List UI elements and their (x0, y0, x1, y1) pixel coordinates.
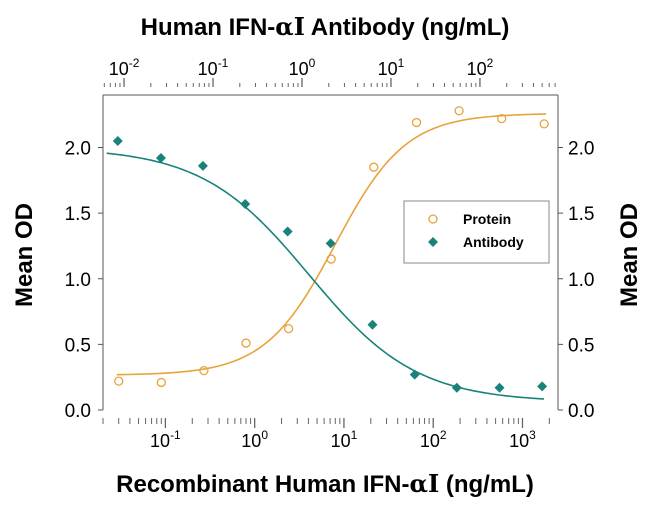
data-point-antibody (197, 160, 208, 171)
data-point-protein (454, 106, 464, 116)
y-tick-label-left: 1.5 (65, 204, 91, 225)
y-tick-label-right: 0.0 (568, 401, 594, 422)
data-point-antibody (494, 382, 505, 393)
data-point-protein (326, 254, 336, 264)
x-tick-label-top: 101 (378, 56, 405, 79)
x-tick-label-bottom: 101 (331, 428, 358, 451)
data-points (112, 106, 549, 393)
legend-protein-marker (428, 214, 438, 224)
data-point-protein (199, 365, 209, 376)
y-tick-label-left: 2.0 (65, 139, 91, 160)
legend-antibody-label: Antibody (463, 234, 524, 250)
legend-antibody-marker (428, 237, 438, 247)
y-ticks-left: 0.0 0.5 1.0 1.5 2.0 (65, 139, 103, 422)
data-point-protein (369, 162, 379, 172)
x-tick-label-top: 10-1 (198, 56, 229, 79)
data-point-antibody (451, 382, 462, 393)
data-point-protein (114, 376, 124, 386)
x-tick-label-top: 102 (467, 56, 494, 79)
fit-curve-protein (116, 113, 547, 376)
data-point-antibody (155, 153, 166, 163)
x-tick-label-top: 10-2 (109, 56, 140, 79)
top-axis-title: Human IFN-αI Antibody (ng/mL) (141, 12, 510, 41)
x-tick-label-bottom: 103 (509, 428, 536, 451)
legend-box (403, 200, 550, 264)
y-tick-label-right: 2.0 (568, 139, 594, 160)
y-tick-label-left: 1.0 (65, 270, 91, 291)
y-tick-label-left: 0.0 (65, 401, 91, 422)
data-point-antibody (537, 381, 548, 392)
legend-protein-label: Protein (463, 211, 511, 227)
data-point-antibody (325, 238, 336, 249)
legend: Protein Antibody (403, 200, 550, 264)
data-point-protein (411, 117, 422, 128)
fit-curves (106, 113, 547, 400)
y-tick-label-right: 1.0 (568, 270, 594, 291)
data-point-antibody (282, 226, 293, 237)
x-axis-title: Recombinant Human IFN-αI (ng/mL) (116, 469, 534, 498)
data-point-antibody (112, 135, 123, 146)
data-point-protein (156, 377, 166, 388)
data-point-antibody (409, 369, 420, 380)
y-axis-title-right: Mean OD (616, 203, 643, 307)
y-axis-title-left: Mean OD (11, 203, 38, 307)
x-tick-label-top: 100 (289, 56, 316, 79)
y-tick-label-right: 0.5 (568, 335, 594, 356)
data-point-antibody (240, 198, 251, 209)
x-tick-label-bottom: 10-1 (150, 428, 181, 451)
x-ticks-bottom: 10-1 100 101 102 103 (102, 418, 550, 451)
y-tick-label-right: 1.5 (568, 204, 594, 225)
fit-curve-antibody (106, 152, 545, 400)
data-point-protein (539, 119, 549, 129)
data-point-protein (241, 338, 251, 348)
data-point-protein (497, 113, 507, 124)
x-ticks-top: 10-2 10-1 100 101 102 (103, 56, 556, 87)
data-point-protein (283, 323, 294, 334)
x-tick-label-bottom: 102 (420, 428, 447, 451)
y-ticks-right: 0.0 0.5 1.0 1.5 2.0 (558, 139, 594, 422)
y-tick-label-left: 0.5 (65, 335, 91, 356)
data-point-antibody (367, 319, 378, 330)
x-tick-label-bottom: 100 (241, 428, 268, 451)
